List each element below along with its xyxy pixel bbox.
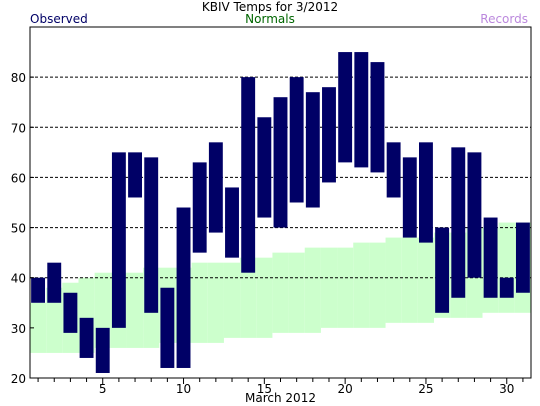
observed-bar-day-14 xyxy=(241,77,256,273)
y-tick-label-60: 60 xyxy=(11,171,26,185)
observed-bar-day-30 xyxy=(499,277,514,298)
normal-band-day-24 xyxy=(401,237,418,323)
normal-band-day-17 xyxy=(288,252,305,333)
observed-bar-day-16 xyxy=(273,97,288,228)
normal-band-day-11 xyxy=(191,262,208,343)
observed-bar-day-3 xyxy=(63,292,78,333)
observed-bar-day-15 xyxy=(257,117,272,218)
axes: 20 30 40 50 60 70 80 5 10 15 20 25 30 xyxy=(11,71,524,396)
observed-bar-day-19 xyxy=(322,87,336,183)
observed-bar-day-17 xyxy=(289,77,304,203)
normal-band-day-7 xyxy=(126,272,144,348)
normal-band-day-16 xyxy=(272,252,289,333)
observed-bar-day-6 xyxy=(111,152,126,328)
x-tick-label-25: 25 xyxy=(418,382,433,396)
normal-band-day-30 xyxy=(498,222,515,313)
normal-band-day-19 xyxy=(320,247,338,328)
x-axis-label: March 2012 xyxy=(245,391,316,405)
observed-bar-day-18 xyxy=(305,92,320,208)
observed-bar-day-12 xyxy=(208,142,223,233)
x-tick-label-30: 30 xyxy=(499,382,514,396)
normal-band-day-1 xyxy=(30,302,47,353)
normal-band-day-15 xyxy=(256,257,273,338)
y-tick-label-80: 80 xyxy=(11,71,26,85)
observed-bar-day-21 xyxy=(354,52,369,168)
y-tick-label-40: 40 xyxy=(11,272,26,286)
chart-title: KBIV Temps for 3/2012 xyxy=(201,0,339,14)
observed-bar-day-4 xyxy=(79,317,94,358)
y-tick-label-20: 20 xyxy=(11,372,26,386)
y-tick-label-30: 30 xyxy=(11,322,26,336)
observed-bar-day-31 xyxy=(515,222,530,293)
observed-bar-day-2 xyxy=(47,262,62,303)
x-tick-label-15: 15 xyxy=(257,382,272,396)
normal-band-day-23 xyxy=(385,237,402,323)
x-tick-label-5: 5 xyxy=(99,382,107,396)
x-tick-label-10: 10 xyxy=(176,382,191,396)
observed-bar-day-9 xyxy=(160,287,175,368)
observed-bar-day-23 xyxy=(386,142,401,198)
observed-bar-day-25 xyxy=(419,142,433,243)
observed-bar-day-7 xyxy=(128,152,142,198)
observed-bar-day-29 xyxy=(483,217,498,298)
y-tick-label-70: 70 xyxy=(11,121,26,135)
legend-records: Records xyxy=(480,12,528,26)
y-tick-label-50: 50 xyxy=(11,222,26,236)
normal-band-day-22 xyxy=(369,242,386,328)
observed-bar-day-13 xyxy=(225,187,239,258)
normal-band-day-25 xyxy=(417,237,435,323)
observed-bar-day-24 xyxy=(402,157,417,238)
legend-normals: Normals xyxy=(245,12,295,26)
observed-bar-day-20 xyxy=(338,52,353,163)
observed-bar-day-22 xyxy=(370,62,385,173)
observed-bar-day-11 xyxy=(192,162,207,253)
observed-bar-day-10 xyxy=(176,207,191,368)
x-tick-label-20: 20 xyxy=(338,382,353,396)
observed-bar-day-26 xyxy=(435,227,450,313)
normal-band-day-21 xyxy=(353,242,370,328)
observed-bar-day-5 xyxy=(95,327,110,373)
observed-bar-day-27 xyxy=(451,147,466,298)
observed-bar-day-8 xyxy=(144,157,159,313)
normal-band-day-12 xyxy=(207,262,224,343)
observed-bars-layer xyxy=(31,52,530,373)
normal-band-day-13 xyxy=(223,262,241,338)
normal-band-day-20 xyxy=(337,247,354,328)
normal-band-day-18 xyxy=(304,247,321,333)
observed-bar-day-28 xyxy=(467,152,482,278)
normal-band-day-2 xyxy=(46,287,63,353)
legend-observed: Observed xyxy=(30,12,88,26)
observed-bar-day-1 xyxy=(31,277,46,303)
